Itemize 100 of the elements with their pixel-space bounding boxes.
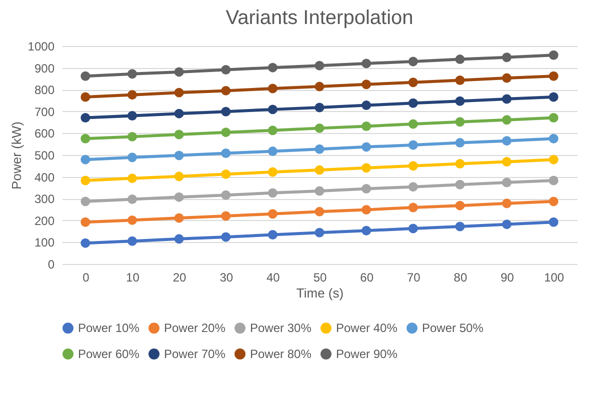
point <box>362 58 372 68</box>
point <box>174 150 184 160</box>
x-tick-label: 100 <box>544 270 564 284</box>
point <box>362 204 372 214</box>
x-tick-label: 80 <box>454 270 468 284</box>
point <box>127 236 137 246</box>
y-tick-label: 1000 <box>28 40 55 54</box>
point <box>221 148 231 158</box>
point <box>174 192 184 202</box>
point <box>548 50 558 60</box>
legend-label: Power 60% <box>78 347 140 361</box>
point <box>408 98 418 108</box>
legend-label: Power 90% <box>336 347 398 361</box>
point <box>455 75 465 85</box>
point <box>127 90 137 100</box>
point <box>314 165 324 175</box>
point <box>80 176 90 186</box>
point <box>80 71 90 81</box>
point <box>314 60 324 70</box>
point <box>362 100 372 110</box>
point <box>548 154 558 164</box>
point <box>455 158 465 168</box>
x-tick-label: 50 <box>313 270 327 284</box>
y-tick-label: 200 <box>34 214 55 228</box>
point <box>408 224 418 234</box>
point <box>362 226 372 236</box>
point <box>80 217 90 227</box>
point <box>174 172 184 182</box>
point <box>455 180 465 190</box>
point <box>502 52 512 62</box>
point <box>221 232 231 242</box>
point <box>362 80 372 90</box>
point <box>455 117 465 127</box>
point <box>408 202 418 212</box>
x-tick-label: 0 <box>82 270 90 284</box>
point <box>548 92 558 102</box>
point <box>174 67 184 77</box>
point <box>362 163 372 173</box>
point <box>455 54 465 64</box>
point <box>268 209 278 219</box>
y-tick-label: 700 <box>34 104 55 119</box>
point <box>127 174 137 184</box>
y-tick-label: 600 <box>34 126 55 141</box>
point <box>221 106 231 116</box>
point <box>80 112 90 122</box>
point <box>80 154 90 164</box>
point <box>362 142 372 152</box>
point <box>221 86 231 96</box>
chart-title: Variants Interpolation <box>226 7 414 29</box>
point <box>314 82 324 92</box>
x-axis-title: Time (s) <box>296 286 344 300</box>
point <box>127 194 137 204</box>
y-tick-label: 900 <box>34 61 55 76</box>
point <box>455 138 465 148</box>
point <box>221 211 231 221</box>
legend-label: Power 50% <box>422 321 484 336</box>
point <box>268 84 278 94</box>
point <box>502 136 512 146</box>
point <box>455 96 465 106</box>
point <box>221 169 231 179</box>
point <box>268 188 278 198</box>
point <box>314 228 324 238</box>
point <box>548 134 558 144</box>
point <box>127 132 137 142</box>
y-axis-title: Power (kW) <box>8 122 24 190</box>
point <box>127 152 137 162</box>
point <box>502 94 512 104</box>
x-tick-label: 70 <box>406 270 421 284</box>
point <box>221 128 231 138</box>
x-tick-label: 30 <box>220 270 234 284</box>
point <box>408 119 418 129</box>
point <box>548 112 558 122</box>
y-tick-label: 500 <box>34 148 55 162</box>
point <box>268 230 278 240</box>
point <box>548 71 558 81</box>
point <box>362 184 372 194</box>
legend-label: Power 40% <box>336 321 398 336</box>
point <box>455 200 465 210</box>
point <box>174 130 184 140</box>
point <box>221 65 231 74</box>
point <box>314 123 324 133</box>
point <box>362 121 372 131</box>
point <box>268 146 278 156</box>
y-tick-label: 800 <box>34 83 55 98</box>
point <box>455 222 465 232</box>
y-tick-label: 100 <box>34 236 55 250</box>
legend-label: Power 70% <box>164 347 226 361</box>
point <box>314 186 324 196</box>
point <box>314 206 324 216</box>
point <box>502 178 512 188</box>
x-tick-label: 60 <box>360 270 374 284</box>
legend-label: Power 30% <box>250 321 312 336</box>
y-tick-label: 0 <box>48 258 55 272</box>
point <box>314 144 324 154</box>
legend-label: Power 20% <box>164 321 226 336</box>
point <box>408 161 418 171</box>
point <box>127 111 137 120</box>
point <box>314 102 324 112</box>
legend-label: Power 10% <box>78 321 140 336</box>
point <box>502 157 512 166</box>
